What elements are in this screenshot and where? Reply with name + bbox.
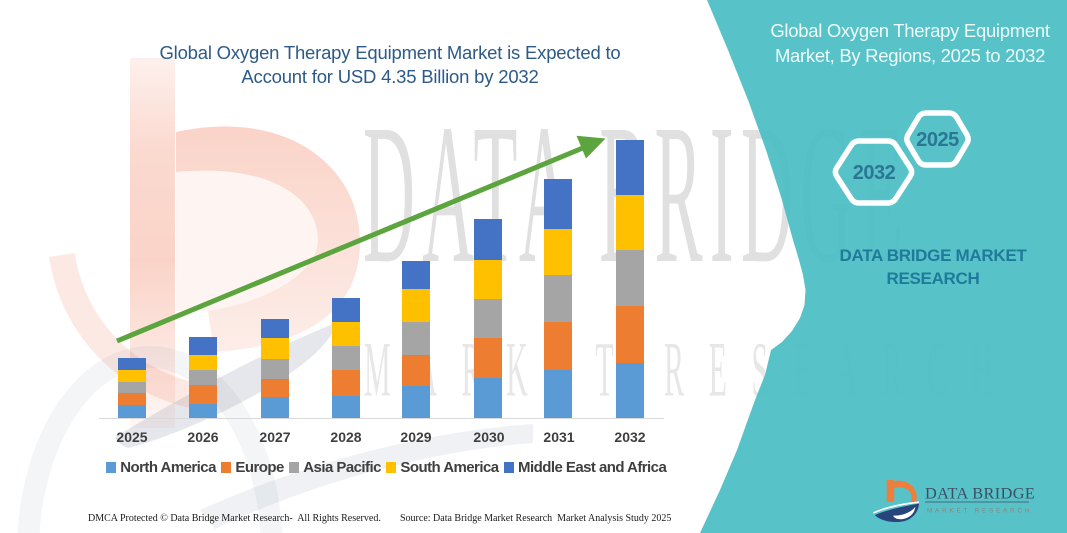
svg-text:2025: 2025 [916, 129, 959, 151]
svg-text:DATA BRIDGE: DATA BRIDGE [925, 484, 1035, 503]
svg-text:MARKET RESEARCH: MARKET RESEARCH [927, 508, 1032, 515]
svg-text:2032: 2032 [853, 162, 896, 184]
